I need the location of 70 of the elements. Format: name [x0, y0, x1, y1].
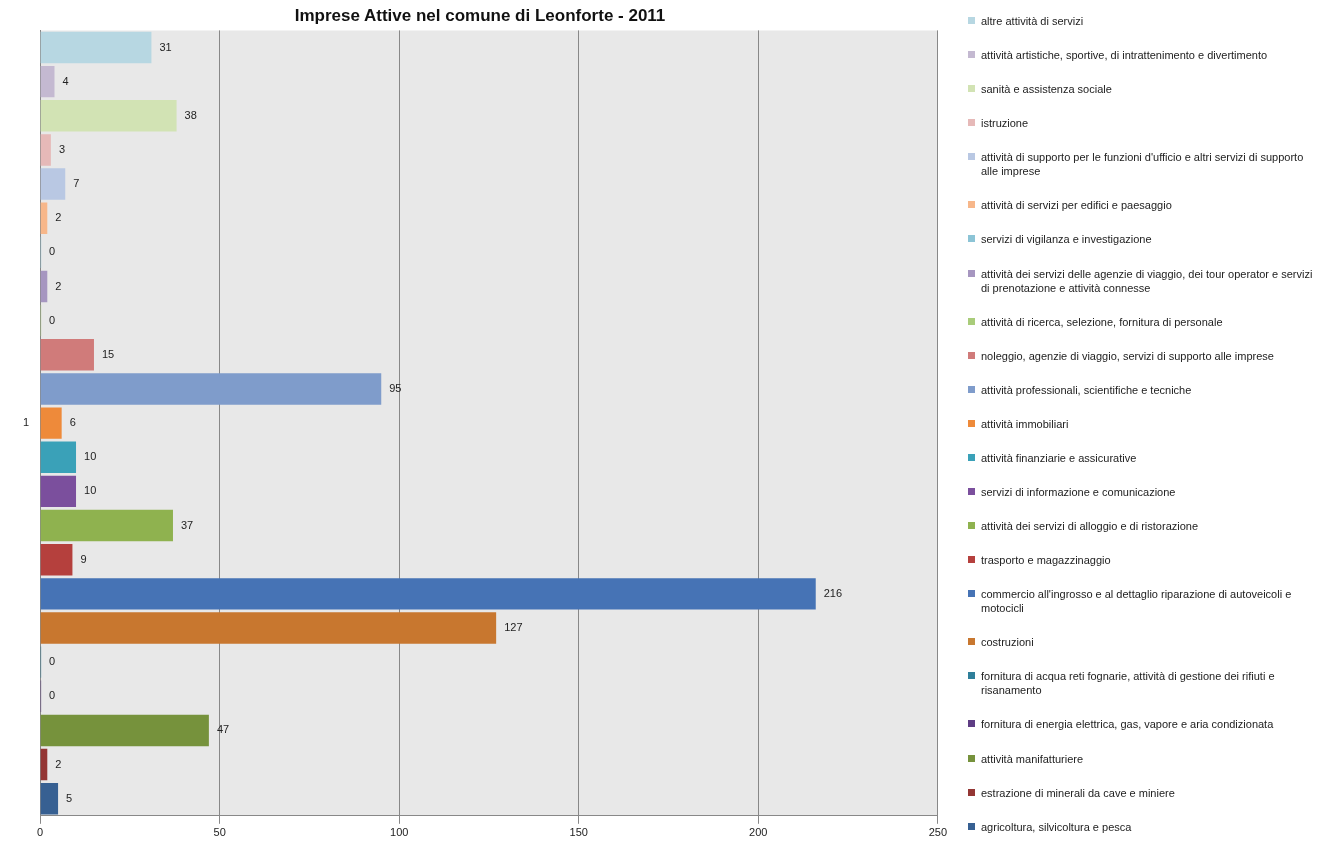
data-label: 2 — [55, 211, 62, 224]
bar — [40, 31, 152, 64]
data-label: 6 — [69, 416, 76, 429]
bar — [40, 134, 51, 166]
data-label: 127 — [504, 621, 523, 634]
data-label: 2 — [55, 757, 62, 770]
data-label: 31 — [159, 40, 172, 53]
x-tick-label: 200 — [749, 826, 768, 839]
x-tick-label: 250 — [928, 826, 947, 839]
legend-label: fornitura di acqua reti fognarie, attività di gestione dei rifiuti e risanamento — [981, 669, 1276, 698]
data-label: 15 — [101, 347, 115, 360]
y-tick-label: 1 — [22, 416, 30, 429]
data-label: 0 — [49, 655, 56, 668]
bar — [40, 543, 73, 576]
bar — [40, 168, 66, 200]
legend-label: estrazione di minerali da cave e miniere — [981, 785, 1175, 800]
legend-label: attività di servizi per edifici e paesaggio — [981, 198, 1172, 213]
bar — [40, 612, 497, 644]
bar — [40, 578, 816, 610]
bar — [40, 373, 382, 405]
data-label: 3 — [58, 142, 66, 155]
data-label: 2 — [55, 279, 62, 292]
bar — [40, 714, 209, 747]
bar — [40, 783, 59, 815]
legend-label: agricoltura, silvicoltura e pesca — [981, 819, 1132, 834]
chart-title: Imprese Attive nel comune di Leonforte - 2011 — [294, 5, 666, 25]
legend-label: noleggio, agenzie di viaggio, servizi di supporto alle imprese — [981, 348, 1274, 363]
legend-label: servizi di vigilanza e investigazione — [981, 232, 1152, 247]
data-label: 10 — [84, 450, 97, 463]
data-label: 216 — [823, 586, 843, 599]
bar — [40, 65, 55, 98]
legend-label: servizi di informazione e comunicazione — [981, 485, 1176, 500]
data-label: 0 — [49, 313, 56, 326]
data-label: 38 — [184, 108, 197, 121]
bar — [40, 100, 177, 132]
data-label: 5 — [66, 791, 73, 804]
data-label: 4 — [62, 74, 69, 87]
legend-label: sanità e assistenza sociale — [981, 82, 1112, 97]
legend-label: attività professionali, scientifiche e tecniche — [981, 382, 1192, 397]
data-label: 9 — [80, 552, 87, 565]
legend-label: attività finanziarie e assicurative — [981, 450, 1137, 465]
bar — [40, 339, 94, 371]
data-label: 10 — [84, 484, 97, 497]
legend-label: istruzione — [981, 116, 1029, 131]
x-tick-label: 150 — [569, 826, 588, 839]
bar — [40, 441, 77, 473]
bar — [40, 407, 62, 439]
legend-label: commercio all'ingrosso e al dettaglio riparazione di autoveicoli e motocicli — [981, 587, 1293, 616]
x-tick-label: 0 — [37, 826, 44, 839]
legend-label: attività artistiche, sportive, di intrattenimento e divertimento — [981, 48, 1268, 63]
data-label: 0 — [49, 245, 56, 258]
legend-label: fornitura di energia elettrica, gas, vapore e aria condizionata — [981, 717, 1274, 732]
data-label: 37 — [180, 518, 194, 531]
data-label: 47 — [216, 723, 230, 736]
legend-label: attività di ricerca, selezione, fornitura di personale — [981, 314, 1223, 329]
legend-label: trasporto e magazzinaggio — [981, 553, 1111, 568]
legend-label: attività di supporto per le funzioni d'ufficio e altri servizi di supporto alle imprese — [981, 150, 1305, 179]
bar — [40, 509, 173, 542]
bar — [40, 475, 77, 508]
legend-label: attività dei servizi delle agenzie di viaggio, dei tour operator e servizi di prenotazione e attività connesse — [981, 266, 1314, 295]
data-label: 0 — [49, 689, 56, 702]
data-label: 7 — [73, 177, 80, 190]
data-label: 95 — [389, 381, 402, 394]
legend-label: attività immobiliari — [981, 416, 1069, 431]
x-tick-label: 50 — [213, 826, 226, 839]
legend-label: attività manifatturiere — [981, 751, 1084, 766]
legend-label: attività dei servizi di alloggio e di ristorazione — [981, 519, 1199, 534]
legend-label: altre attività di servizi — [981, 14, 1084, 28]
legend-label: costruzioni — [981, 635, 1034, 650]
x-tick-label: 100 — [390, 826, 409, 839]
